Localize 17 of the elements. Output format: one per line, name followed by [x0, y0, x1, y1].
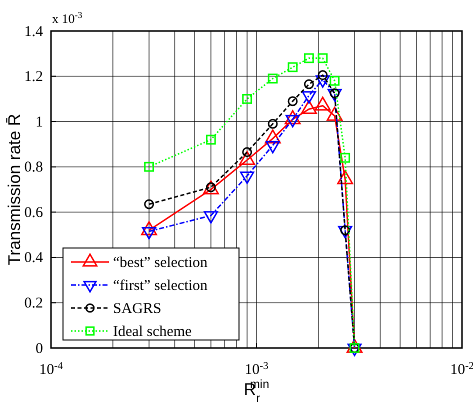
legend-label: Ideal scheme: [113, 324, 192, 340]
x-tick-label: 10$^{-2}$: [450, 360, 473, 378]
y-tick-label: 0.2: [24, 296, 43, 312]
x-tick-label: 10$^{-3}$: [244, 360, 268, 378]
y-tick-label: 0.4: [24, 250, 44, 266]
y-tick-label: 1: [36, 114, 43, 130]
y-tick-label: 0: [36, 340, 43, 357]
y-tick-label: 1.4: [24, 24, 44, 40]
text: x 10$^{-3}$: [52, 10, 83, 26]
legend-label: SAGRS: [113, 301, 162, 317]
legend-label: “first” selection: [113, 278, 208, 294]
y-tick-label: 0.6: [24, 204, 44, 221]
y-tick-label: 0.8: [24, 160, 43, 176]
legend-label: “best” selection: [113, 255, 208, 271]
y-axis-title: Transmission rate R̄: [5, 114, 24, 266]
y-tick-label: 1.2: [24, 69, 43, 86]
x-tick-label: 10$^{-4}$: [39, 360, 64, 378]
